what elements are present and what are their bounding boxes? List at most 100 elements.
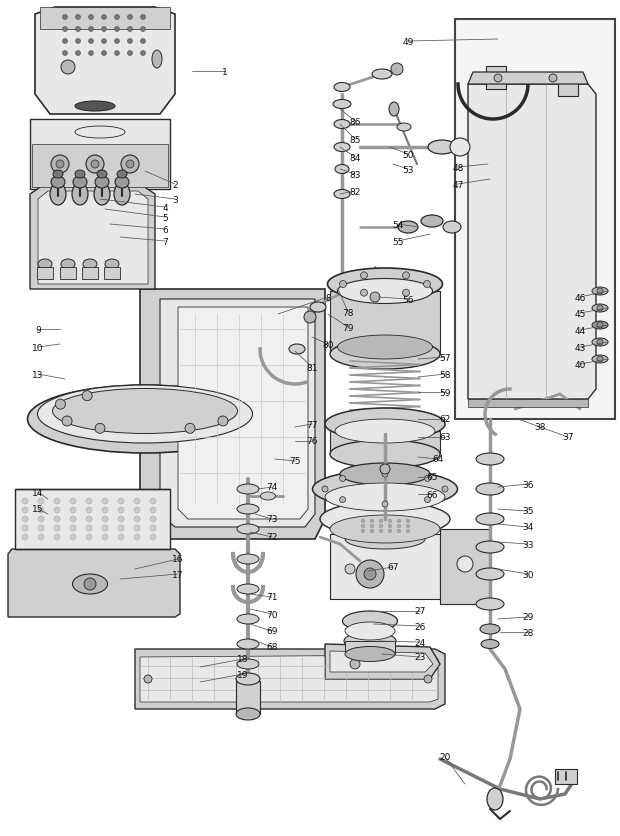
Circle shape <box>382 502 388 507</box>
Circle shape <box>361 524 365 528</box>
Bar <box>455 20 615 420</box>
Ellipse shape <box>592 355 608 364</box>
Text: 73: 73 <box>266 515 278 524</box>
Circle shape <box>22 534 28 540</box>
Bar <box>37 268 53 280</box>
Circle shape <box>89 52 94 57</box>
Text: 27: 27 <box>414 607 426 616</box>
Ellipse shape <box>592 304 608 313</box>
Polygon shape <box>236 681 260 714</box>
Text: 48: 48 <box>453 163 464 172</box>
Circle shape <box>118 507 124 513</box>
Circle shape <box>128 39 133 44</box>
Ellipse shape <box>37 385 252 443</box>
Circle shape <box>150 517 156 522</box>
Circle shape <box>402 273 409 279</box>
Circle shape <box>118 517 124 522</box>
Circle shape <box>356 560 384 589</box>
Ellipse shape <box>592 339 608 347</box>
Circle shape <box>55 400 66 410</box>
Circle shape <box>397 529 401 533</box>
Circle shape <box>70 498 76 504</box>
Ellipse shape <box>334 120 350 130</box>
Circle shape <box>406 529 410 533</box>
Circle shape <box>102 534 108 540</box>
Circle shape <box>597 323 603 329</box>
Circle shape <box>128 28 133 33</box>
Circle shape <box>63 16 68 20</box>
Circle shape <box>340 476 345 482</box>
Circle shape <box>360 290 368 297</box>
Circle shape <box>102 16 107 20</box>
Ellipse shape <box>397 124 411 132</box>
Circle shape <box>425 476 430 482</box>
Ellipse shape <box>372 70 392 80</box>
Text: 44: 44 <box>574 326 586 335</box>
Text: 54: 54 <box>392 220 404 229</box>
Circle shape <box>379 524 383 528</box>
Circle shape <box>150 498 156 504</box>
Circle shape <box>549 75 557 83</box>
Text: 18: 18 <box>237 655 249 664</box>
Circle shape <box>134 534 140 540</box>
Text: 36: 36 <box>522 480 534 489</box>
Polygon shape <box>40 8 170 30</box>
Text: 38: 38 <box>534 423 546 432</box>
Ellipse shape <box>334 143 350 152</box>
Text: 2: 2 <box>172 181 178 189</box>
Circle shape <box>150 534 156 540</box>
Circle shape <box>118 498 124 504</box>
Circle shape <box>457 556 473 573</box>
Ellipse shape <box>342 611 397 631</box>
Ellipse shape <box>115 176 129 189</box>
Circle shape <box>597 357 603 363</box>
Circle shape <box>76 16 81 20</box>
Circle shape <box>102 28 107 33</box>
Circle shape <box>70 517 76 522</box>
Bar <box>82 268 98 280</box>
Ellipse shape <box>237 524 259 534</box>
Polygon shape <box>32 145 168 188</box>
Polygon shape <box>468 73 588 85</box>
Text: 72: 72 <box>267 533 278 542</box>
Circle shape <box>597 339 603 345</box>
Ellipse shape <box>310 303 326 313</box>
Text: 68: 68 <box>266 643 278 652</box>
Circle shape <box>382 472 388 477</box>
Circle shape <box>494 75 502 83</box>
Circle shape <box>397 520 401 523</box>
Circle shape <box>388 529 392 533</box>
Text: 30: 30 <box>522 570 534 579</box>
Text: 15: 15 <box>32 505 44 514</box>
Polygon shape <box>15 489 170 549</box>
Text: 75: 75 <box>290 457 301 466</box>
Ellipse shape <box>114 184 130 206</box>
Text: 33: 33 <box>522 540 534 549</box>
Circle shape <box>22 498 28 504</box>
Circle shape <box>54 525 60 532</box>
Circle shape <box>76 52 81 57</box>
Text: eReplacementParts: eReplacementParts <box>182 484 278 494</box>
Ellipse shape <box>476 542 504 553</box>
Text: 84: 84 <box>349 153 361 162</box>
Ellipse shape <box>345 622 395 640</box>
Text: 7: 7 <box>162 237 168 247</box>
Text: 79: 79 <box>342 323 354 332</box>
Ellipse shape <box>334 84 350 93</box>
Ellipse shape <box>325 409 445 441</box>
Ellipse shape <box>487 788 503 810</box>
Polygon shape <box>160 299 315 528</box>
Circle shape <box>86 534 92 540</box>
Ellipse shape <box>337 335 433 359</box>
Circle shape <box>126 161 134 169</box>
Ellipse shape <box>320 502 450 537</box>
Text: 40: 40 <box>574 360 586 369</box>
Text: 57: 57 <box>439 353 451 362</box>
Circle shape <box>86 498 92 504</box>
Text: 23: 23 <box>414 653 426 662</box>
Circle shape <box>86 525 92 532</box>
Polygon shape <box>35 8 175 115</box>
Ellipse shape <box>428 140 456 155</box>
Circle shape <box>597 306 603 312</box>
Circle shape <box>370 520 374 523</box>
